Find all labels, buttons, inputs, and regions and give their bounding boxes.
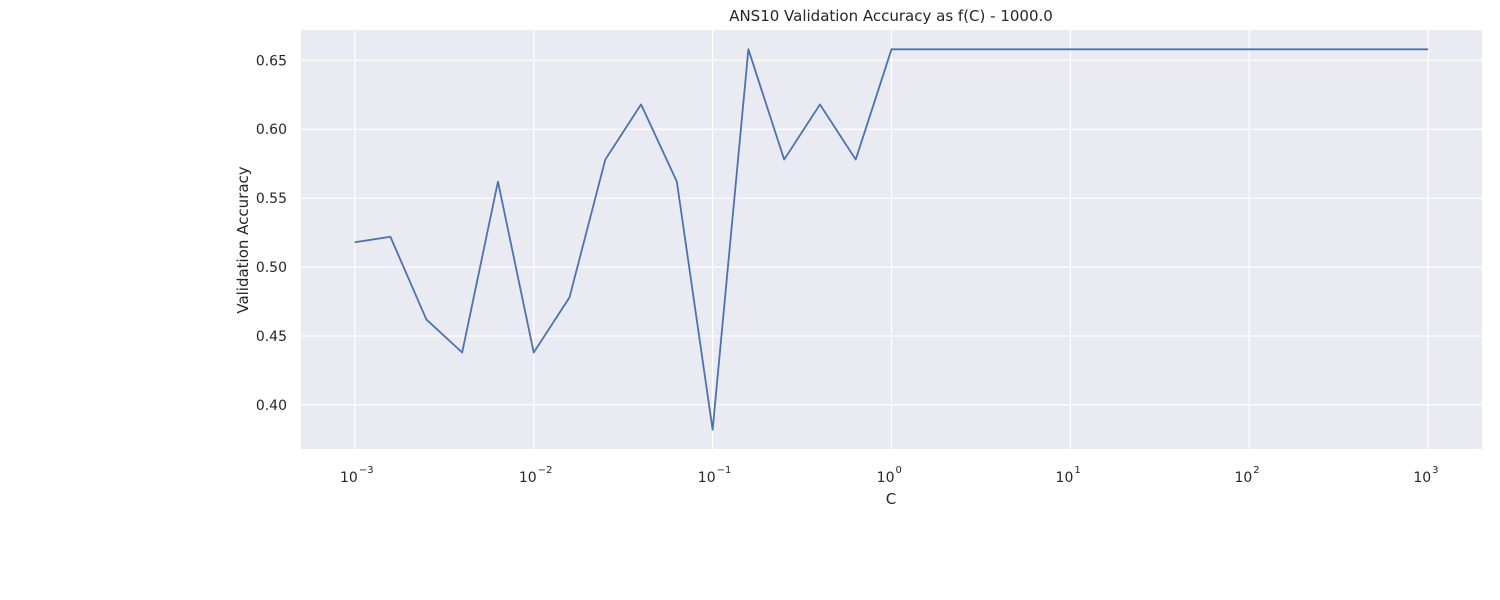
x-tick-label: 10 0 <box>877 465 902 486</box>
y-tick-labels: 0.40 0.45 0.50 0.55 0.60 0.65 <box>256 53 287 414</box>
x-tick-label: 10 −1 <box>698 465 732 486</box>
x-tick-base: 10 <box>340 470 358 486</box>
x-tick-label: 10 −2 <box>519 465 553 486</box>
chart-title: ANS10 Validation Accuracy as f(C) - 1000… <box>729 7 1053 25</box>
x-tick-base: 10 <box>877 470 895 486</box>
x-tick-exponent: 3 <box>1432 465 1438 476</box>
x-tick-labels: 10 −3 10 −2 10 −1 10 0 10 1 10 2 10 3 <box>340 465 1439 486</box>
y-tick-label: 0.45 <box>256 329 287 345</box>
x-tick-label: 10 3 <box>1413 465 1438 486</box>
y-tick-label: 0.65 <box>256 53 287 69</box>
series-line <box>354 48 1429 431</box>
y-tick-label: 0.60 <box>256 122 287 138</box>
x-tick-label: 10 −3 <box>340 465 374 486</box>
x-axis-label: C <box>886 490 896 508</box>
series-layer <box>354 48 1429 431</box>
y-tick-label: 0.40 <box>256 398 287 414</box>
y-tick-label: 0.55 <box>256 191 287 207</box>
x-tick-label: 10 1 <box>1056 465 1081 486</box>
x-tick-base: 10 <box>1413 470 1431 486</box>
x-tick-exponent: −2 <box>538 465 553 476</box>
x-tick-base: 10 <box>1056 470 1074 486</box>
x-tick-exponent: 1 <box>1074 465 1080 476</box>
grid <box>301 30 1482 449</box>
y-tick-label: 0.50 <box>256 260 287 276</box>
x-tick-label: 10 2 <box>1234 465 1259 486</box>
x-tick-exponent: 2 <box>1253 465 1259 476</box>
y-axis-label: Validation Accuracy <box>234 166 252 313</box>
x-tick-base: 10 <box>519 470 537 486</box>
x-tick-exponent: −1 <box>717 465 732 476</box>
x-tick-base: 10 <box>698 470 716 486</box>
x-tick-base: 10 <box>1234 470 1252 486</box>
x-tick-exponent: 0 <box>896 465 902 476</box>
x-tick-exponent: −3 <box>359 465 374 476</box>
